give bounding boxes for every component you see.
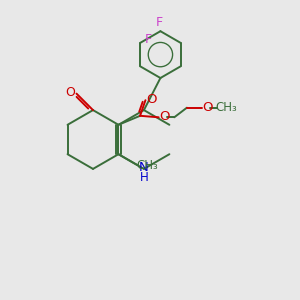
Text: O: O (159, 110, 170, 123)
Text: CH₃: CH₃ (216, 100, 237, 114)
Text: O: O (65, 85, 75, 99)
Text: O: O (202, 100, 213, 114)
Text: F: F (155, 16, 163, 29)
Text: N: N (139, 161, 149, 174)
Text: CH₃: CH₃ (137, 159, 158, 172)
Text: H: H (140, 171, 148, 184)
Text: F: F (145, 33, 152, 46)
Text: O: O (146, 93, 157, 106)
